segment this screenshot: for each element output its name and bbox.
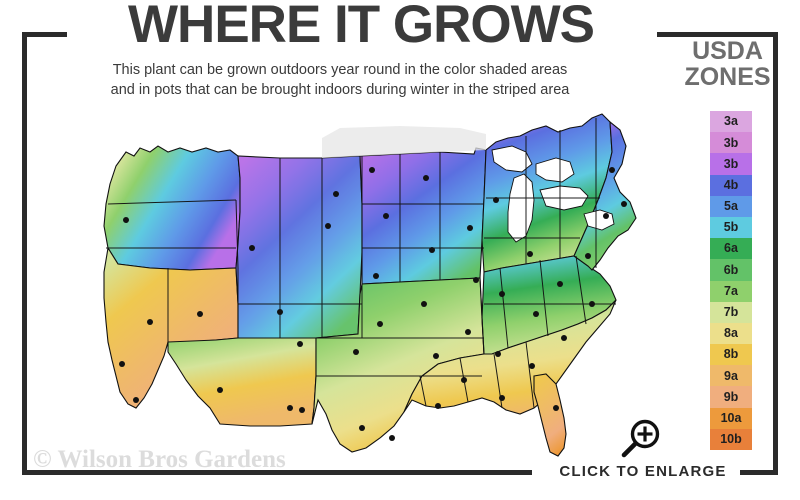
region-northeast [573, 120, 637, 271]
legend-swatch-9a-12: 9a [710, 365, 752, 387]
legend-swatch-10a-14: 10a [710, 407, 752, 429]
legend-swatch-9b-13: 9b [710, 386, 752, 408]
magnifier-plus-icon[interactable] [616, 418, 664, 460]
region-california-greatbasin [103, 246, 239, 409]
page-title: WHERE IT GROWS [128, 0, 595, 54]
region-florida [533, 373, 567, 457]
region-northwest [103, 145, 241, 271]
legend-swatch-10b-15: 10b [710, 428, 752, 450]
canada-unshaded-strip [322, 126, 486, 158]
legend-swatch-3a-0: 3a [710, 111, 752, 133]
subtitle: This plant can be grown outdoors year ro… [40, 60, 640, 100]
legend-swatch-4b-3: 4b [710, 174, 752, 196]
legend-swatch-5b-5: 5b [710, 216, 752, 239]
legend-swatch-6a-6: 6a [710, 238, 752, 260]
watermark: © Wilson Bros Gardens [33, 446, 286, 473]
frame-border-right [773, 32, 778, 475]
legend-swatch-8b-11: 8b [710, 344, 752, 366]
frame-border-left [22, 32, 27, 475]
state-boundaries [106, 118, 616, 409]
legend-swatch-3b-2: 3b [710, 153, 752, 175]
city-markers [119, 167, 627, 441]
legend-swatch-5a-4: 5a [710, 195, 752, 217]
legend-title: USDA ZONES [660, 38, 795, 90]
frame-border-top-right [657, 32, 778, 37]
legend-swatch-7a-8: 7a [710, 280, 752, 302]
region-northern-plains [359, 147, 487, 285]
click-to-enlarge-label[interactable]: CLICK TO ENLARGE [559, 463, 727, 480]
subtitle-line-1: This plant can be grown outdoors year ro… [112, 62, 568, 78]
hardiness-zone-map[interactable] [40, 108, 660, 458]
legend-swatch-6b-7: 6b [710, 259, 752, 281]
legend-swatch-7b-9: 7b [710, 301, 752, 323]
frame-border-bottom-right [740, 470, 778, 475]
legend-title-line-2: ZONES [684, 63, 771, 91]
frame-border-bottom-left [22, 470, 532, 475]
usda-zone-legend: 3a 3b 3b 4b 5a 5b 6a 6b 7a 7b 8a 8b 9a 9b 10a 10b [710, 111, 752, 450]
map-landmass [103, 113, 637, 457]
subtitle-line-2: and in pots that can be brought indoors … [110, 82, 570, 98]
frame-border-top-left [22, 32, 67, 37]
legend-swatch-8a-10: 8a [710, 322, 752, 345]
great-lakes [491, 145, 615, 243]
legend-title-line-1: USDA [692, 37, 763, 65]
legend-swatch-3b-1: 3b [710, 132, 752, 154]
region-intermountain [235, 155, 363, 339]
region-southwest [167, 337, 317, 427]
